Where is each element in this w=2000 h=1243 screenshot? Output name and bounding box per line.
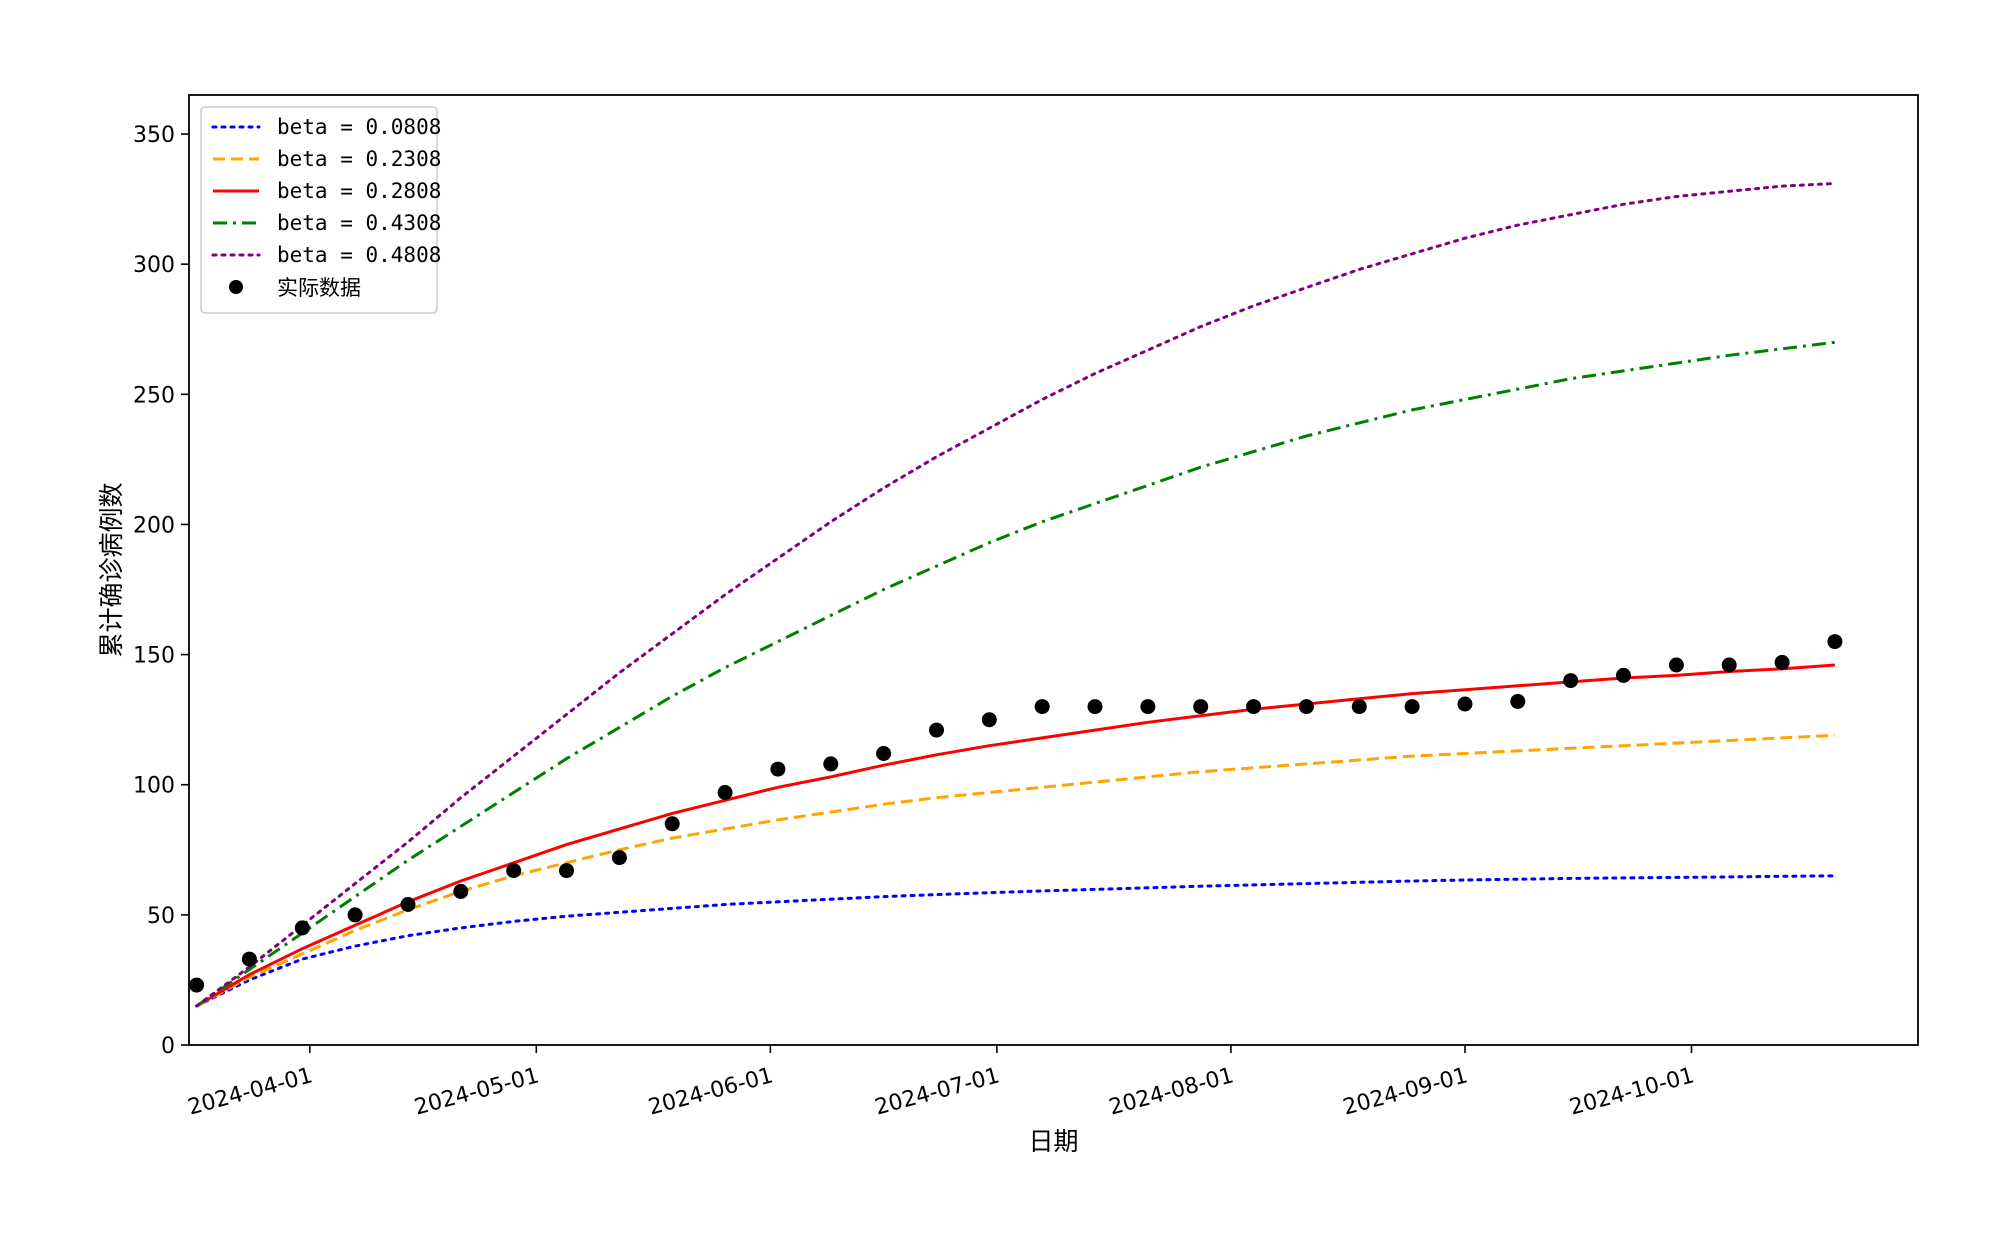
- data-point-3: [294, 920, 310, 936]
- data-point-23: [1351, 699, 1367, 715]
- data-point-28: [1616, 667, 1631, 683]
- y-tick-label: 350: [133, 123, 175, 148]
- data-point-6: [453, 883, 469, 899]
- legend-label-5: beta = 0.4808: [277, 243, 441, 267]
- series-line-2: [195, 733, 1835, 1008]
- axes-frame: [188, 94, 1919, 1046]
- y-axis: 0 50 100 150 200 250 300 350: [133, 123, 189, 1059]
- data-point-1: [189, 977, 205, 993]
- data-point-12: [770, 761, 786, 777]
- y-tick-label: 0: [161, 1034, 175, 1059]
- data-point-10: [664, 816, 680, 832]
- data-point-32: [1827, 634, 1843, 650]
- data-point-18: [1087, 699, 1103, 715]
- data-point-30: [1721, 657, 1737, 673]
- data-point-13: [823, 756, 839, 772]
- data-point-21: [1246, 699, 1262, 715]
- data-point-27: [1563, 673, 1579, 689]
- series-line-5: [195, 182, 1837, 1008]
- data-point-2: [241, 951, 257, 967]
- data-point-20: [1193, 699, 1209, 715]
- data-point-24: [1404, 699, 1420, 715]
- data-point-15: [929, 722, 944, 738]
- data-point-8: [559, 863, 574, 879]
- data-point-17: [1034, 699, 1050, 715]
- y-tick-label: 250: [133, 383, 175, 408]
- data-point-4: [347, 907, 363, 923]
- y-tick-label: 300: [133, 253, 175, 278]
- data-point-7: [506, 863, 522, 879]
- data-point-14: [876, 746, 892, 761]
- series-line-3: [195, 663, 1836, 1008]
- data-point-22: [1298, 699, 1314, 715]
- legend-label-4: beta = 0.4308: [277, 211, 441, 235]
- legend-label-3: beta = 0.2808: [277, 179, 441, 203]
- legend-label-scatter: 实际数据: [277, 276, 361, 300]
- y-tick-label: 200: [133, 513, 175, 538]
- y-tick-label: 50: [147, 904, 175, 929]
- legend-label-1: beta = 0.0808: [277, 115, 441, 139]
- y-tick-label: 150: [133, 644, 175, 669]
- data-point-11: [717, 785, 733, 800]
- legend: beta = 0.0808 beta = 0.2308 beta = 0.2808 b…: [200, 106, 441, 314]
- y-axis-label: 累计确诊病例数: [97, 482, 126, 657]
- legend-box: [200, 106, 438, 314]
- data-point-19: [1140, 699, 1156, 715]
- series-line-4: [195, 340, 1836, 1008]
- data-point-25: [1457, 696, 1473, 712]
- legend-label-2: beta = 0.2308: [277, 147, 441, 171]
- plot-area: [189, 182, 1843, 1008]
- data-point-9: [611, 850, 627, 866]
- legend-swatch-scatter: [229, 280, 243, 294]
- data-point-26: [1510, 693, 1526, 709]
- data-point-16: [981, 712, 997, 728]
- data-point-31: [1774, 654, 1790, 670]
- data-point-29: [1668, 657, 1684, 673]
- y-tick-label: 100: [133, 774, 175, 799]
- x-axis-label: 日期: [1028, 1127, 1078, 1156]
- data-point-5: [400, 897, 416, 912]
- series-line-1: [195, 874, 1837, 1008]
